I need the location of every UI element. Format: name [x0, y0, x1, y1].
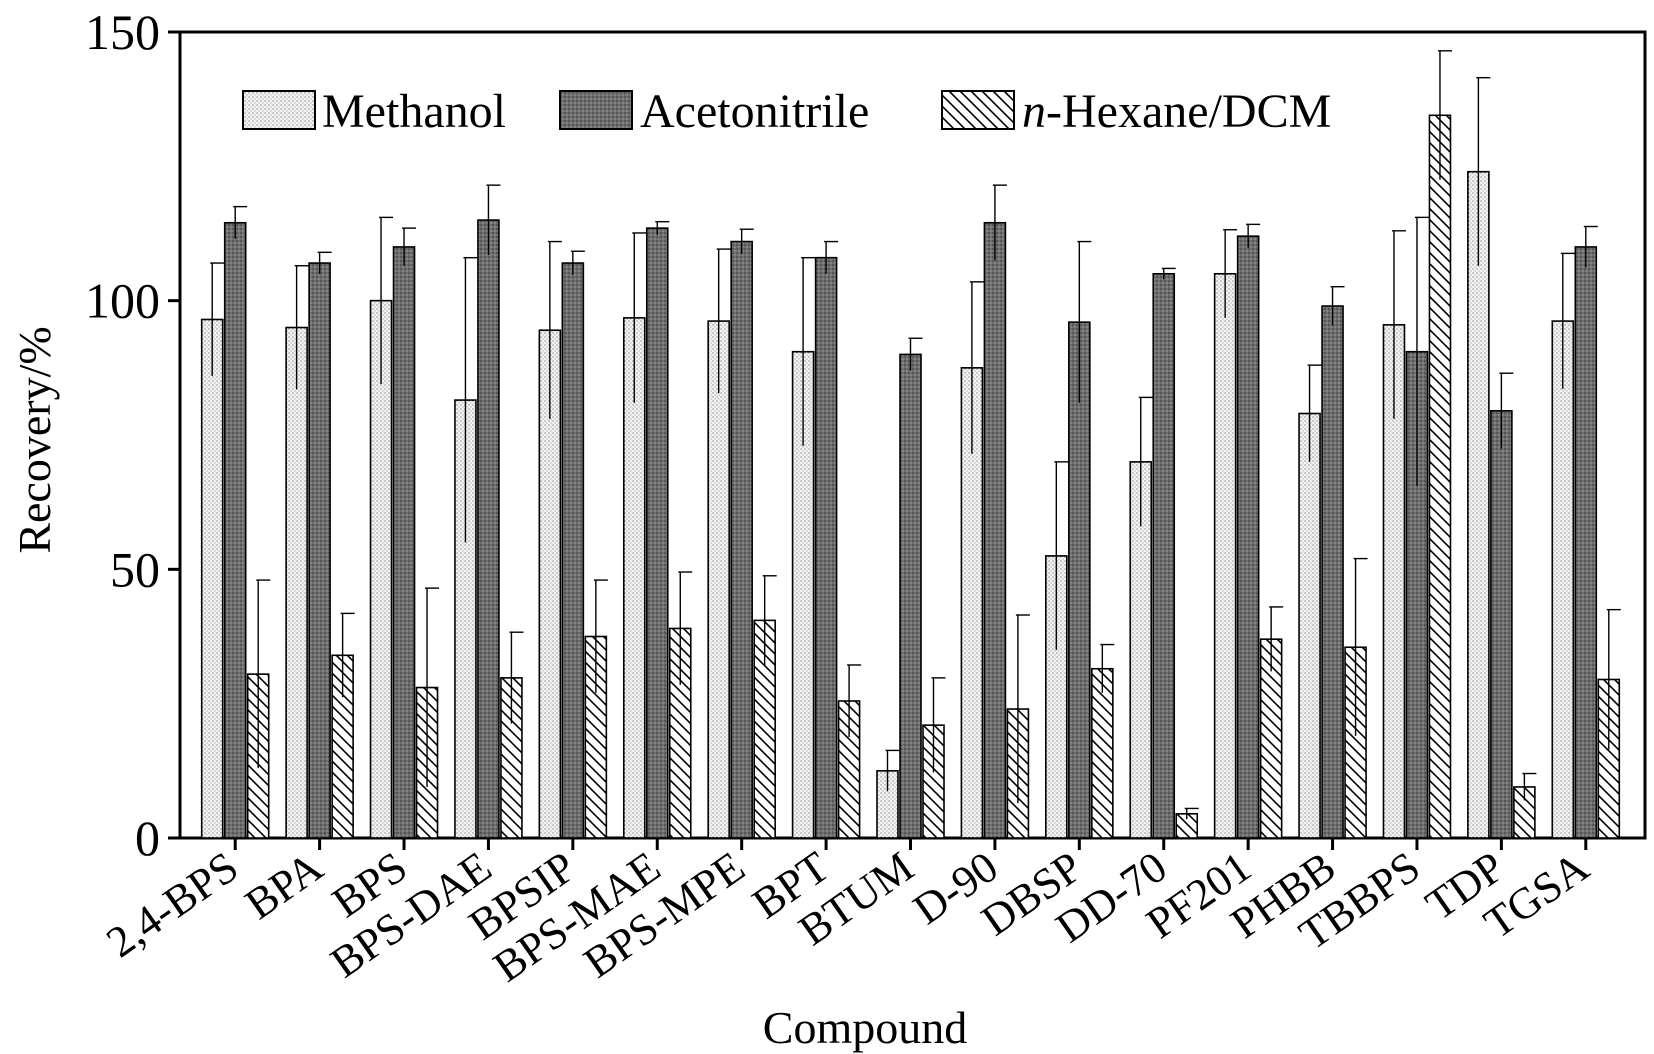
x-tick-label-bpa: BPA	[236, 842, 331, 929]
bar-n-hexane-dcm-dbsp	[1091, 667, 1114, 839]
bar-methanol-bps-mpe	[707, 320, 730, 839]
legend-swatch-acetonitrile	[559, 90, 633, 130]
x-axis-title: Compound	[763, 1002, 967, 1053]
bar-acetonitrile-phbb	[1321, 305, 1344, 839]
x-tick-label-2-4-bps: 2,4-BPS	[98, 842, 247, 967]
y-tick-label-0: 0	[135, 810, 160, 866]
bar-acetonitrile-2-4-bps	[223, 221, 247, 839]
y-axis-title: Recovery/%	[9, 326, 60, 553]
bar-methanol-bpa	[285, 326, 308, 839]
bar-acetonitrile-bpsip	[561, 262, 585, 839]
bar-n-hexane-dcm-tbbps	[1428, 114, 1452, 839]
bar-methanol-phbb	[1298, 412, 1321, 839]
legend-label-methanol: Methanol	[322, 85, 506, 138]
bar-acetonitrile-bpt	[814, 256, 838, 839]
bar-acetonitrile-btum	[899, 353, 922, 839]
bar-acetonitrile-bps	[392, 246, 416, 839]
bar-methanol-tdp	[1467, 170, 1490, 839]
bar-acetonitrile-tdp	[1490, 410, 1513, 839]
bar-methanol-tgsa	[1551, 320, 1575, 839]
bar-methanol-2-4-bps	[200, 318, 224, 839]
bar-acetonitrile-dd-70	[1152, 272, 1176, 839]
legend-swatch-hexane-dcm	[941, 90, 1015, 130]
bar-acetonitrile-bps-dae	[477, 219, 500, 839]
legend-label-hexane-dcm: n-Hexane/DCM	[1022, 85, 1331, 138]
bar-acetonitrile-pf201	[1236, 235, 1260, 839]
bar-acetonitrile-bps-mae	[645, 227, 669, 839]
y-tick-label-100: 100	[85, 273, 160, 329]
y-tick-label-50: 50	[110, 541, 160, 597]
bar-methanol-pf201	[1213, 272, 1237, 839]
legend-label-acetonitrile: Acetonitrile	[640, 85, 869, 138]
y-tick-label-150: 150	[85, 4, 160, 60]
bar-acetonitrile-d-90	[983, 221, 1007, 839]
bar-acetonitrile-bps-mpe	[730, 240, 753, 839]
plot-area: 0501001502,4-BPSBPABPSBPS-DAEBPSIPBPS-MA…	[85, 4, 1647, 992]
legend-swatch-methanol	[242, 90, 316, 130]
chart-legend: Methanol Acetonitrile n-Hexane/DCM	[242, 85, 1331, 138]
bar-acetonitrile-tgsa	[1574, 246, 1598, 839]
bar-acetonitrile-bpa	[308, 262, 331, 839]
